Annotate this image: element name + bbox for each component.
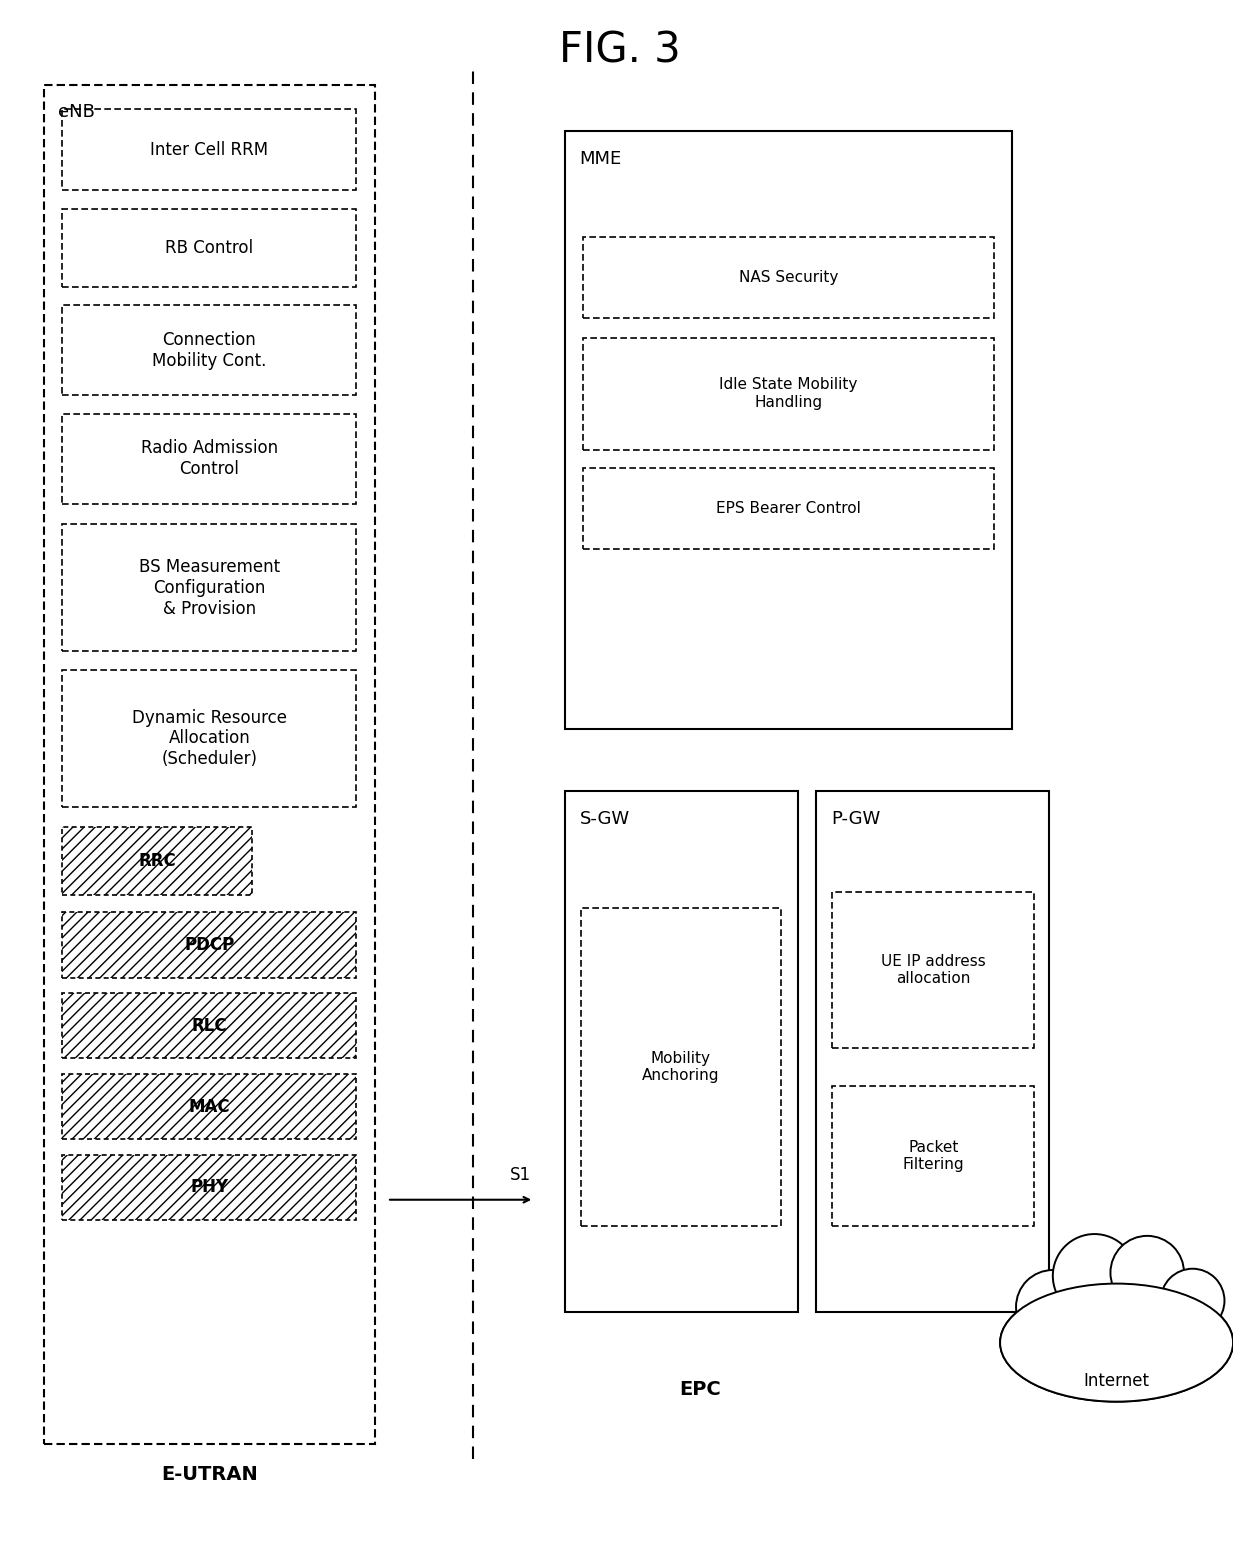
FancyBboxPatch shape bbox=[43, 85, 374, 1443]
FancyBboxPatch shape bbox=[62, 1155, 356, 1221]
Text: BS Measurement
Configuration
& Provision: BS Measurement Configuration & Provision bbox=[139, 558, 280, 617]
FancyBboxPatch shape bbox=[62, 110, 356, 190]
FancyBboxPatch shape bbox=[62, 306, 356, 395]
Text: Internet: Internet bbox=[1084, 1373, 1149, 1390]
FancyBboxPatch shape bbox=[62, 993, 356, 1058]
Text: E-UTRAN: E-UTRAN bbox=[161, 1465, 258, 1484]
FancyBboxPatch shape bbox=[62, 208, 356, 287]
FancyBboxPatch shape bbox=[580, 907, 781, 1225]
FancyBboxPatch shape bbox=[62, 827, 252, 895]
Text: MAC: MAC bbox=[188, 1097, 231, 1116]
Text: UE IP address
allocation: UE IP address allocation bbox=[880, 954, 986, 986]
Text: Connection
Mobility Cont.: Connection Mobility Cont. bbox=[153, 331, 267, 370]
Ellipse shape bbox=[1016, 1269, 1090, 1344]
Text: PHY: PHY bbox=[190, 1178, 228, 1196]
FancyBboxPatch shape bbox=[62, 523, 356, 652]
FancyBboxPatch shape bbox=[816, 791, 1049, 1312]
Text: Packet
Filtering: Packet Filtering bbox=[903, 1141, 963, 1172]
Text: Idle State Mobility
Handling: Idle State Mobility Handling bbox=[719, 378, 858, 411]
Text: PDCP: PDCP bbox=[184, 935, 234, 954]
Text: P-GW: P-GW bbox=[831, 810, 880, 827]
Text: RLC: RLC bbox=[191, 1017, 227, 1034]
Ellipse shape bbox=[1001, 1283, 1233, 1401]
Text: S-GW: S-GW bbox=[579, 810, 630, 827]
Ellipse shape bbox=[1111, 1236, 1184, 1310]
FancyBboxPatch shape bbox=[565, 791, 797, 1312]
Ellipse shape bbox=[1053, 1235, 1136, 1318]
Ellipse shape bbox=[1001, 1283, 1233, 1401]
Text: MME: MME bbox=[579, 150, 621, 168]
Text: RB Control: RB Control bbox=[165, 238, 253, 257]
Text: EPS Bearer Control: EPS Bearer Control bbox=[717, 501, 861, 516]
FancyBboxPatch shape bbox=[62, 414, 356, 505]
FancyBboxPatch shape bbox=[62, 912, 356, 978]
Text: FIG. 3: FIG. 3 bbox=[559, 30, 681, 72]
FancyBboxPatch shape bbox=[832, 1086, 1034, 1225]
FancyBboxPatch shape bbox=[62, 1073, 356, 1139]
FancyBboxPatch shape bbox=[583, 469, 994, 548]
Text: NAS Security: NAS Security bbox=[739, 270, 838, 285]
Text: Inter Cell RRM: Inter Cell RRM bbox=[150, 141, 268, 158]
Ellipse shape bbox=[1161, 1269, 1224, 1332]
Text: Dynamic Resource
Allocation
(Scheduler): Dynamic Resource Allocation (Scheduler) bbox=[131, 708, 286, 768]
Text: EPC: EPC bbox=[678, 1379, 720, 1399]
Text: RRC: RRC bbox=[139, 852, 176, 870]
FancyBboxPatch shape bbox=[583, 338, 994, 450]
Text: S1: S1 bbox=[510, 1166, 531, 1185]
FancyBboxPatch shape bbox=[583, 237, 994, 318]
Text: Radio Admission
Control: Radio Admission Control bbox=[140, 439, 278, 478]
FancyBboxPatch shape bbox=[565, 132, 1012, 729]
Text: Mobility
Anchoring: Mobility Anchoring bbox=[642, 1051, 719, 1083]
FancyBboxPatch shape bbox=[832, 892, 1034, 1047]
FancyBboxPatch shape bbox=[62, 671, 356, 807]
Text: eNB: eNB bbox=[58, 103, 95, 121]
